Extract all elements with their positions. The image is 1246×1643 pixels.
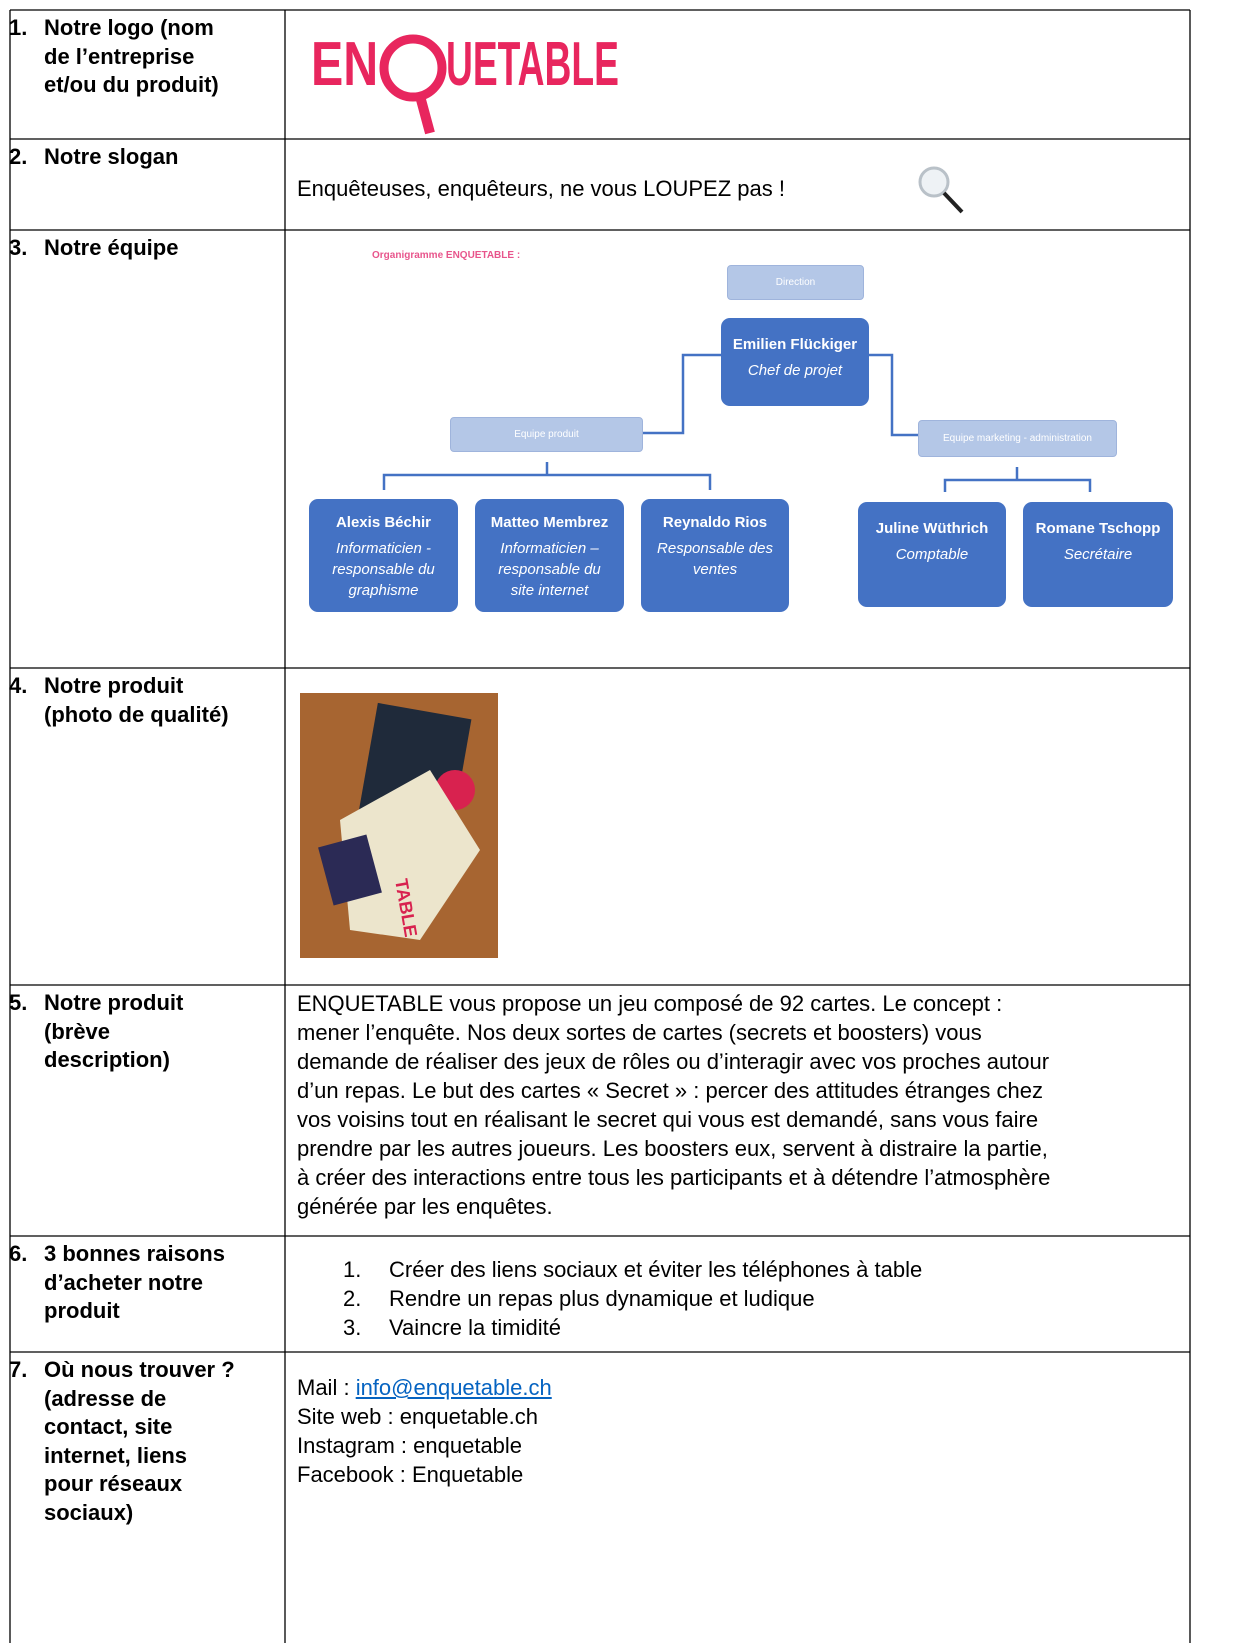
row-label: Notre équipe [44, 235, 179, 260]
row-label: Notre slogan [44, 144, 179, 169]
contact-link[interactable]: info@enquetable.ch [355, 1375, 552, 1400]
contact-text: Mail : [297, 1375, 356, 1400]
org-node: Matteo Membrez Informaticien – responsable… [475, 499, 624, 612]
node-role: Informaticien - [335, 540, 432, 557]
row-number: 2. [9, 144, 28, 169]
node-role: Comptable [895, 546, 969, 563]
row-label: Notre produit [44, 673, 184, 698]
row-label: Notre produit [44, 990, 184, 1015]
description-line: prendre par les autres joueurs. Les boos… [297, 1136, 1048, 1161]
org-node: Reynaldo Rios Responsable des ventes [641, 499, 789, 612]
node-role: responsable du [498, 561, 601, 578]
list-marker: 1. [343, 1257, 362, 1282]
node-name: Romane Tschopp [1035, 520, 1161, 537]
row-label: (adresse de [44, 1385, 167, 1411]
product-photo: TABLE [300, 693, 498, 958]
description-line: vos voisins tout en réalisant le secret … [297, 1107, 1039, 1132]
row-label: Où nous trouver ? [44, 1357, 235, 1382]
contact-text: Site web : enquetable.ch [297, 1404, 538, 1429]
contact-line: Mail : info@enquetable.ch [297, 1373, 552, 1402]
slogan: Enquêteuses, enquêteurs, ne vous LOUPEZ … [297, 176, 785, 201]
magnifier-icon [918, 166, 964, 214]
list-item: Créer des liens sociaux et éviter les té… [389, 1257, 923, 1282]
org-group: Equipe marketing - administration [918, 420, 1117, 457]
list-marker: 3. [343, 1315, 362, 1340]
contact-line: Instagram : enquetable [297, 1431, 522, 1460]
description-line: d’un repas. Le but des cartes « Secret »… [297, 1078, 1043, 1103]
row-label: contact, site [44, 1414, 173, 1439]
row-number: 4. [9, 673, 28, 698]
node-role: ventes [692, 561, 738, 578]
org-group: Direction [727, 265, 864, 300]
row-label: Notre logo (nom [44, 15, 214, 40]
contact-line: Site web : enquetable.ch [297, 1402, 538, 1431]
org-node: Emilien Flückiger Chef de projet [721, 318, 869, 406]
row-number: 7. [9, 1357, 28, 1382]
list-item: Rendre un repas plus dynamique et ludiqu… [389, 1286, 815, 1311]
list-marker: 2. [343, 1286, 362, 1311]
node-role: site internet [510, 582, 589, 599]
row-number: 5. [9, 990, 28, 1015]
row-label: internet, liens [44, 1442, 188, 1468]
node-name: Reynaldo Rios [662, 514, 768, 531]
node-role: Responsable des [657, 540, 773, 557]
row-label: et/ou du produit) [44, 72, 219, 97]
row-number: 6. [9, 1241, 28, 1266]
contact-text: Instagram : enquetable [297, 1433, 523, 1458]
row-label: sociaux) [44, 1499, 134, 1525]
description-line: demande de réaliser des jeux de rôles ou… [297, 1049, 1050, 1074]
row-label: 3 bonnes raisons [44, 1241, 225, 1266]
org-connectors [382, 353, 1092, 492]
node-role: responsable du [332, 561, 435, 578]
row-label: description) [44, 1047, 170, 1072]
node-role: Secrétaire [1063, 546, 1133, 563]
row-number: 1. [9, 15, 28, 40]
logo-magnifier [379, 34, 447, 135]
row-label: (brève [44, 1018, 111, 1044]
logo-right: UETABLE [446, 30, 619, 99]
list-item: Vaincre la timidité [389, 1315, 561, 1340]
description-line: mener l’enquête. Nos deux sortes de cart… [297, 1020, 982, 1045]
row-label: de l’entreprise [44, 43, 195, 69]
node-role: Informaticien – [500, 540, 599, 557]
description-line: générée par les enquêtes. [297, 1194, 553, 1219]
row-label: d’acheter notre [44, 1269, 203, 1295]
node-name: Juline Wüthrich [875, 520, 989, 537]
description-line: à créer des interactions entre tous les … [297, 1165, 1051, 1190]
row-label: produit [44, 1298, 120, 1323]
description-line: ENQUETABLE vous propose un jeu composé d… [297, 991, 1003, 1016]
row-label: pour réseaux [44, 1471, 183, 1496]
row-number: 3. [9, 235, 28, 260]
row-label: (photo de qualité) [44, 701, 229, 727]
contact-line: Facebook : Enquetable [297, 1460, 523, 1489]
org-node: Alexis Béchir Informaticien - responsable … [309, 499, 458, 612]
org-group: Equipe produit [450, 417, 643, 452]
node-role: Chef de projet [747, 362, 843, 379]
node-name: Matteo Membrez [490, 514, 609, 531]
node-name: Emilien Flückiger [732, 336, 858, 353]
node-name: Alexis Béchir [335, 514, 432, 531]
org-node: Juline Wüthrich Comptable [858, 502, 1006, 607]
contact-text: Facebook : Enquetable [297, 1462, 524, 1487]
node-role: graphisme [348, 582, 419, 599]
logo-left: EN [311, 30, 379, 99]
org-node: Romane Tschopp Secrétaire [1023, 502, 1173, 607]
org-title: Organigramme ENQUETABLE : [372, 250, 521, 261]
